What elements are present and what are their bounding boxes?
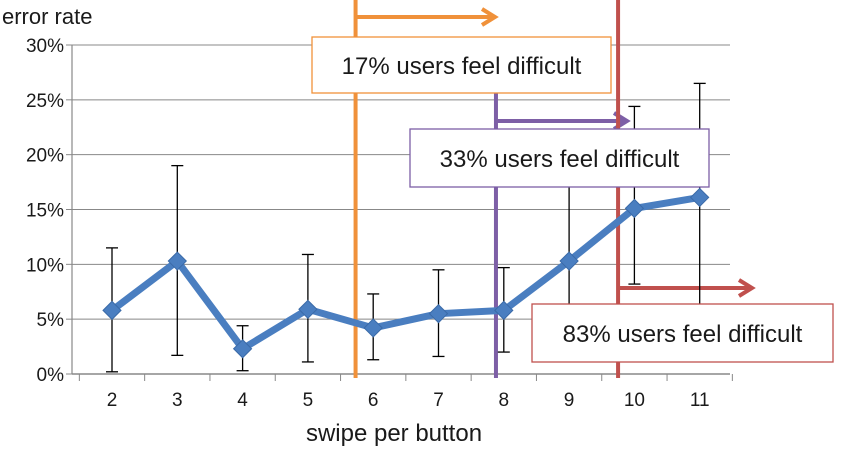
series-line xyxy=(108,193,704,353)
annotation-text: 83% users feel difficult xyxy=(563,321,803,348)
data-point xyxy=(298,299,318,320)
y-tick-label: 25% xyxy=(26,91,64,112)
y-tick-labels: 0% 5% 10% 15% 20% 25% 30% xyxy=(26,36,64,386)
x-axis-label: swipe per button xyxy=(306,420,482,447)
y-axis-label: error rate xyxy=(2,4,92,29)
data-markers xyxy=(102,187,710,359)
x-tick-label: 4 xyxy=(237,390,248,411)
data-point xyxy=(232,339,253,359)
data-point xyxy=(559,251,579,271)
annotation-box xyxy=(531,303,834,363)
x-tick-labels: 2 3 4 5 6 7 8 9 10 11 xyxy=(107,390,710,411)
x-tick-label: 10 xyxy=(624,390,645,411)
data-point xyxy=(167,251,188,271)
x-tick-label: 9 xyxy=(564,390,575,411)
annotation-text: 17% users feel difficult xyxy=(342,53,582,80)
x-tick-label: 3 xyxy=(172,390,183,411)
y-tick-label: 10% xyxy=(26,255,64,276)
y-tick-label: 15% xyxy=(26,201,64,222)
series-polyline xyxy=(108,193,704,353)
data-point xyxy=(102,300,122,321)
annotation-box xyxy=(409,128,710,188)
y-tick-label: 30% xyxy=(26,36,64,57)
threshold-arrow-head xyxy=(737,278,756,298)
x-tick-label: 6 xyxy=(368,390,379,411)
data-point xyxy=(363,318,383,338)
annotation-box xyxy=(311,36,612,94)
y-tick-label: 5% xyxy=(37,310,65,331)
x-tick-label: 11 xyxy=(690,390,710,411)
threshold-arrow-head xyxy=(480,7,499,27)
x-tick-label: 8 xyxy=(499,390,510,411)
data-point xyxy=(428,303,449,324)
y-tick-label: 0% xyxy=(37,365,65,386)
annotation-text: 33% users feel difficult xyxy=(440,146,680,173)
annotation-boxes: 17% users feel difficult 33% users feel d… xyxy=(311,36,834,363)
x-tick-label: 2 xyxy=(107,390,118,411)
x-tick-label: 7 xyxy=(433,390,444,411)
data-point xyxy=(494,300,514,321)
x-tick-label: 5 xyxy=(303,390,314,411)
data-point xyxy=(624,198,645,219)
y-tick-label: 20% xyxy=(26,146,64,167)
data-point xyxy=(689,187,710,208)
